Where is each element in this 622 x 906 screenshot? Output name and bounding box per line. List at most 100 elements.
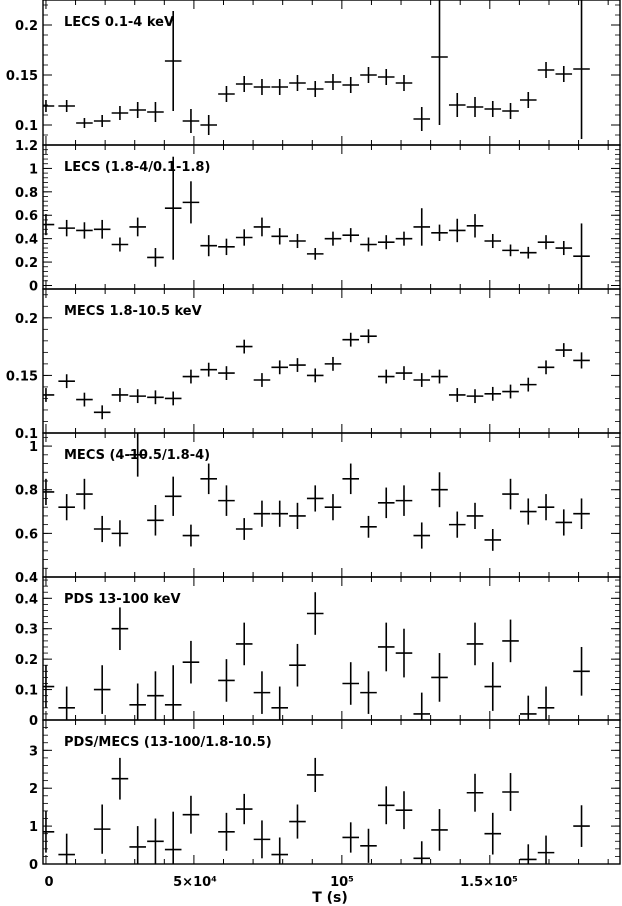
- data-point: [519, 246, 537, 259]
- data-point: [360, 515, 377, 538]
- data-point: [129, 102, 146, 118]
- data-point: [164, 476, 182, 516]
- data-point: [484, 812, 502, 855]
- data-point: [43, 214, 55, 236]
- data-point: [289, 233, 306, 249]
- data-point: [129, 217, 146, 237]
- y-tick-label: 1: [29, 820, 38, 835]
- data-point: [93, 665, 111, 714]
- data-point: [58, 494, 75, 521]
- data-point: [182, 369, 200, 384]
- data-points: [43, 0, 590, 139]
- data-point: [164, 156, 182, 260]
- data-point: [466, 214, 484, 238]
- data-point: [76, 392, 93, 407]
- data-point: [182, 795, 200, 834]
- x-tick-label-1: 5×10⁴: [173, 875, 217, 890]
- data-point: [164, 391, 182, 406]
- data-point: [93, 515, 111, 543]
- panel-title: LECS 0.1-4 keV: [64, 15, 174, 30]
- data-point: [519, 695, 537, 720]
- data-point: [200, 362, 217, 377]
- data-point: [43, 100, 55, 112]
- data-point: [502, 619, 519, 663]
- data-point: [111, 237, 129, 252]
- y-tick-label: 0.2: [15, 653, 38, 668]
- data-point: [306, 592, 324, 635]
- data-point: [431, 809, 448, 851]
- y-tick-label: 1: [29, 162, 38, 177]
- data-point: [555, 343, 573, 357]
- data-points: [43, 592, 590, 720]
- data-point: [360, 329, 377, 344]
- data-point: [271, 228, 289, 245]
- data-points: [43, 433, 590, 551]
- data-point: [448, 93, 466, 117]
- data-point: [395, 485, 413, 516]
- data-point: [466, 97, 484, 117]
- data-point: [200, 115, 217, 135]
- data-point: [164, 11, 182, 111]
- y-tick-label: 0.8: [15, 186, 38, 201]
- data-point: [377, 369, 395, 384]
- data-point: [573, 0, 590, 139]
- y-tick-label: 0.4: [15, 233, 38, 248]
- data-point: [360, 671, 377, 714]
- panel-1: 0.1 0.15 0.2 LECS 0.1-4 keV: [6, 0, 621, 146]
- data-point: [360, 237, 377, 252]
- y-tick-label: 0: [29, 279, 38, 294]
- x-tick-label-2: 10⁵: [330, 875, 354, 890]
- data-point: [235, 622, 253, 666]
- data-point: [253, 373, 271, 387]
- data-point: [537, 494, 555, 521]
- data-point: [324, 494, 342, 521]
- data-point: [519, 498, 537, 525]
- data-point: [484, 662, 502, 711]
- data-point: [218, 366, 235, 381]
- panel-title: LECS (1.8-4/0.1-1.8): [64, 160, 210, 175]
- data-point: [537, 835, 555, 864]
- panel-6: 0 1 2 3 PDS/MECS (13-100/1.8-10.5): [29, 719, 621, 873]
- data-point: [58, 686, 75, 720]
- data-point: [466, 502, 484, 529]
- y-tick-label: 1.2: [15, 139, 38, 154]
- data-point: [555, 509, 573, 536]
- x-tick-label-3: 1.5×10⁵: [460, 875, 518, 890]
- y-tick-label: 0: [29, 858, 38, 873]
- data-point: [502, 773, 519, 811]
- data-point: [182, 524, 200, 547]
- data-point: [200, 235, 217, 257]
- y-tick-label: 0.1: [15, 427, 38, 442]
- data-point: [147, 102, 164, 122]
- data-point: [431, 653, 448, 702]
- data-point: [484, 529, 502, 551]
- y-tick-label: 0.8: [15, 484, 38, 499]
- data-point: [431, 224, 448, 241]
- data-point: [129, 389, 146, 404]
- data-point: [413, 208, 431, 246]
- data-point: [342, 662, 360, 705]
- panel-3: 0.1 0.15 0.2 MECS 1.8-10.5 keV: [6, 288, 621, 442]
- data-point: [342, 332, 360, 347]
- data-point: [342, 463, 360, 495]
- data-point: [324, 74, 342, 90]
- y-tick-label: 2: [29, 782, 38, 797]
- data-point: [377, 786, 395, 825]
- data-point: [519, 377, 537, 392]
- data-point: [555, 241, 573, 256]
- data-point: [147, 505, 164, 536]
- data-point: [129, 826, 146, 864]
- y-tick-label: 3: [29, 744, 38, 759]
- y-tick-label: 0.6: [15, 527, 38, 542]
- data-point: [58, 374, 75, 389]
- data-point: [342, 228, 360, 243]
- data-point: [395, 231, 413, 246]
- data-point: [235, 76, 253, 92]
- data-point: [413, 522, 431, 549]
- data-point: [218, 659, 235, 702]
- data-point: [466, 389, 484, 404]
- data-point: [200, 463, 217, 495]
- data-point: [537, 360, 555, 375]
- data-point: [218, 238, 235, 256]
